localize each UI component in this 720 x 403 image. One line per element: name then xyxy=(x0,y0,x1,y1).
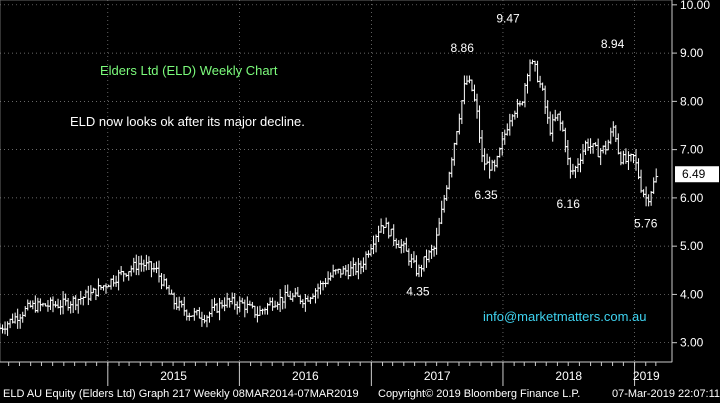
chart-title: Elders Ltd (ELD) Weekly Chart xyxy=(100,63,278,78)
y-axis: 3.00 4.00 5.00 6.00 7.00 8.00 9.00 10.00 6.49 xyxy=(671,0,719,362)
x-tick-label: 2016 xyxy=(292,369,319,383)
price-chart: 3.00 4.00 5.00 6.00 7.00 8.00 9.00 10.00 6.49 20… xyxy=(0,0,719,386)
footer-source: ELD AU Equity (Elders Ltd) Graph 217 Wee… xyxy=(3,388,359,400)
x-tick-label: 2019 xyxy=(633,369,660,383)
y-tick-label: 9.00 xyxy=(680,46,704,60)
annotations: 9.47 8.86 8.94 6.35 6.16 5.76 4.35 xyxy=(406,11,658,298)
x-tick-label: 2015 xyxy=(160,369,187,383)
y-tick-label: 7.00 xyxy=(680,143,704,157)
y-tick-label: 5.00 xyxy=(680,239,704,253)
plot-frame xyxy=(0,0,673,363)
price-annotation: 4.35 xyxy=(406,285,430,299)
y-tick-label: 4.00 xyxy=(680,287,704,301)
x-tick-label: 2018 xyxy=(555,369,582,383)
chart-comment: ELD now looks ok after its major decline… xyxy=(70,114,305,129)
price-annotation: 6.35 xyxy=(474,188,498,202)
price-annotation: 9.47 xyxy=(496,11,520,25)
price-bars xyxy=(0,59,659,336)
grid-lines xyxy=(0,0,673,363)
last-price-label: 6.49 xyxy=(682,167,706,181)
footer-timestamp: 07-Mar-2019 22:07:11 xyxy=(612,388,720,400)
footer-copyright: Copyright© 2019 Bloomberg Finance L.P. xyxy=(378,388,581,400)
price-annotation: 6.16 xyxy=(557,197,581,211)
last-price-box xyxy=(675,166,719,183)
contact-email: info@marketmatters.com.au xyxy=(483,309,646,324)
y-tick-label: 8.00 xyxy=(680,94,704,108)
price-annotation: 5.76 xyxy=(634,216,658,230)
y-tick-label: 6.00 xyxy=(680,191,704,205)
x-axis: 2015 2016 2017 2018 2019 xyxy=(0,361,672,386)
y-tick-label: 10.00 xyxy=(680,0,710,12)
x-tick-label: 2017 xyxy=(424,369,451,383)
price-annotation: 8.86 xyxy=(451,41,475,55)
y-tick-label: 3.00 xyxy=(680,336,704,350)
price-annotation: 8.94 xyxy=(601,37,625,51)
footer-bar: ELD AU Equity (Elders Ltd) Graph 217 Wee… xyxy=(0,386,720,403)
